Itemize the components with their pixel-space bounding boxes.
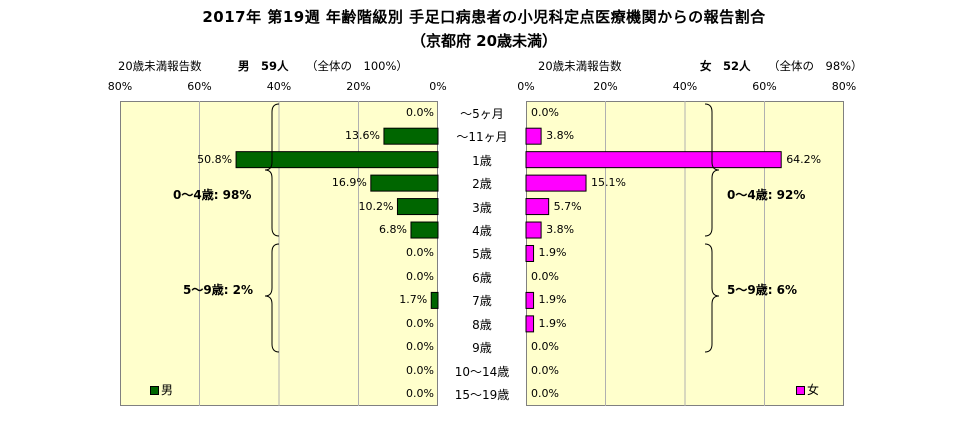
female-data-label: 1.9% bbox=[538, 246, 567, 260]
female-bar bbox=[525, 151, 782, 169]
female-data-label: 0.0% bbox=[531, 269, 559, 283]
male-summary: 男 59人 bbox=[238, 59, 289, 73]
male-5-9-brace bbox=[264, 243, 280, 353]
female-legend-label: 女 bbox=[807, 383, 820, 397]
male-data-label: 6.8% bbox=[379, 223, 407, 237]
male-data-label: 10.2% bbox=[358, 199, 394, 213]
male-axis-label: 20歳未満報告数 bbox=[118, 59, 202, 73]
female-data-label: 64.2% bbox=[786, 152, 822, 166]
female-data-label: 0.0% bbox=[531, 340, 559, 354]
male-data-label: 0.0% bbox=[406, 363, 434, 377]
male-tick-label: 60% bbox=[187, 80, 212, 93]
male-bar bbox=[370, 174, 439, 192]
male-data-label: 0.0% bbox=[406, 316, 434, 330]
female-data-label: 5.7% bbox=[553, 199, 582, 213]
male-legend: 男 bbox=[150, 381, 173, 398]
female-bar bbox=[525, 244, 535, 262]
male-data-label: 0.0% bbox=[406, 269, 434, 283]
female-tick-label: 0% bbox=[517, 80, 535, 93]
female-5-9-brace bbox=[704, 243, 720, 353]
female-bar bbox=[525, 127, 542, 145]
male-bar bbox=[430, 291, 439, 309]
male-legend-swatch bbox=[150, 386, 159, 395]
female-legend-swatch bbox=[796, 386, 805, 395]
female-data-label: 3.8% bbox=[546, 129, 575, 143]
female-bar bbox=[525, 174, 587, 192]
male-tick-label: 0% bbox=[429, 80, 447, 93]
male-share: （全体の 100%） bbox=[306, 59, 408, 73]
male-bar bbox=[235, 151, 439, 169]
male-data-label: 0.0% bbox=[406, 387, 434, 401]
chart-subtitle: （京都府 20歳未満） bbox=[410, 32, 558, 50]
male-data-label: 0.0% bbox=[406, 340, 434, 354]
male-group-0-4-label: 0～4歳: 98% bbox=[173, 188, 252, 202]
female-legend: 女 bbox=[796, 381, 819, 398]
male-tick-label: 80% bbox=[107, 80, 133, 93]
female-data-label: 0.0% bbox=[531, 363, 559, 377]
category-label: 2歳 bbox=[472, 177, 492, 192]
female-bar bbox=[525, 291, 535, 309]
category-label: 9歳 bbox=[472, 341, 492, 356]
male-tick-label: 20% bbox=[346, 80, 371, 93]
female-data-label: 1.9% bbox=[538, 293, 567, 307]
category-label: 4歳 bbox=[472, 224, 492, 239]
female-data-label: 0.0% bbox=[531, 105, 559, 119]
female-tick-label: 60% bbox=[752, 80, 777, 93]
male-data-label: 0.0% bbox=[406, 105, 434, 119]
female-data-label: 15.1% bbox=[591, 176, 626, 190]
male-data-label: 0.0% bbox=[406, 246, 434, 260]
male-data-label: 13.6% bbox=[344, 129, 380, 143]
female-bar bbox=[525, 221, 542, 239]
category-label: ～11ヶ月 bbox=[456, 130, 508, 145]
female-group-5-9-label: 5～9歳: 6% bbox=[727, 283, 798, 297]
category-label: 8歳 bbox=[472, 317, 492, 332]
male-bar bbox=[383, 127, 439, 145]
category-label: 5歳 bbox=[472, 247, 492, 262]
male-legend-label: 男 bbox=[161, 383, 174, 397]
female-0-4-brace bbox=[704, 103, 720, 237]
category-label: 7歳 bbox=[472, 294, 492, 309]
male-bar bbox=[410, 221, 439, 239]
female-data-label: 1.9% bbox=[538, 316, 567, 330]
category-label: 1歳 bbox=[472, 153, 492, 168]
female-data-label: 3.8% bbox=[546, 223, 575, 237]
female-tick-label: 80% bbox=[831, 80, 857, 93]
male-tick-label: 40% bbox=[266, 80, 292, 93]
male-data-label: 50.8% bbox=[197, 152, 233, 166]
male-data-label: 16.9% bbox=[331, 176, 367, 190]
male-group-5-9-label: 5～9歳: 2% bbox=[183, 283, 254, 297]
female-tick-label: 40% bbox=[672, 80, 698, 93]
female-share: （全体の 98%） bbox=[768, 59, 863, 73]
category-label: 10～14歳 bbox=[454, 364, 510, 379]
category-label: ～5ヶ月 bbox=[460, 106, 504, 121]
female-tick-label: 20% bbox=[593, 80, 618, 93]
category-label: 15～19歳 bbox=[454, 388, 510, 403]
female-group-0-4-label: 0～4歳: 92% bbox=[727, 188, 806, 202]
female-summary: 女 52人 bbox=[700, 59, 751, 73]
female-axis-label: 20歳未満報告数 bbox=[538, 59, 622, 73]
male-0-4-brace bbox=[264, 103, 280, 237]
male-bar bbox=[396, 198, 439, 216]
chart-title: 2017年 第19週 年齢階級別 手足口病患者の小児科定点医療機関からの報告割合 bbox=[202, 8, 766, 26]
female-bar bbox=[525, 315, 535, 333]
category-label: 6歳 bbox=[472, 270, 492, 285]
category-label: 3歳 bbox=[472, 200, 492, 215]
female-data-label: 0.0% bbox=[531, 387, 559, 401]
female-bar bbox=[525, 198, 550, 216]
male-data-label: 1.7% bbox=[399, 293, 428, 307]
